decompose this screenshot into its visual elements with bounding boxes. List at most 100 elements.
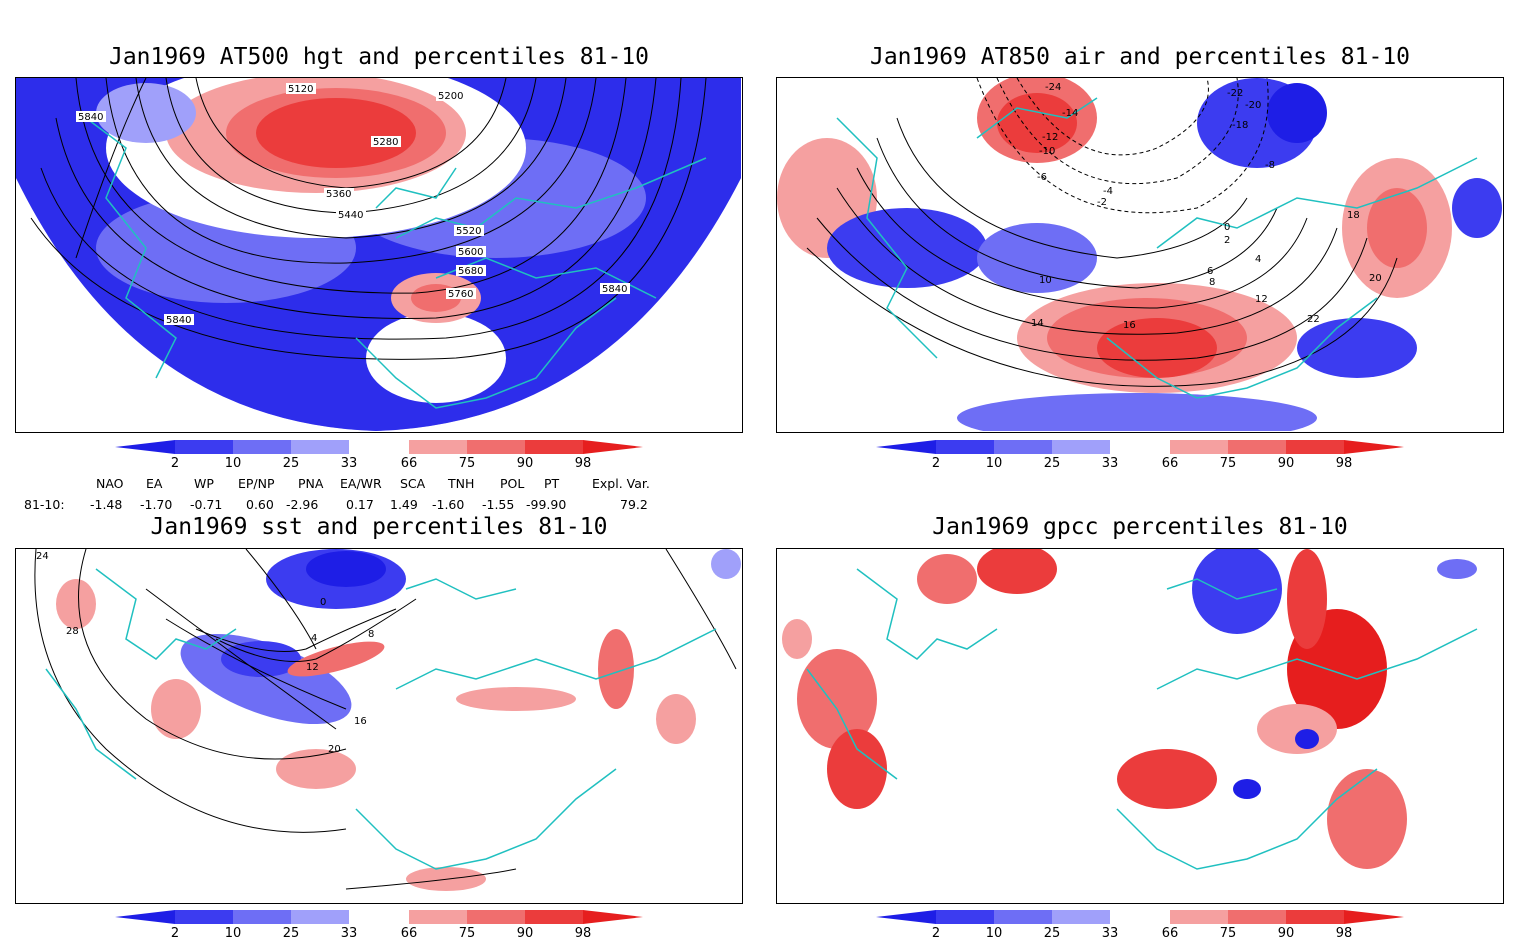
index-header-pol: POL bbox=[500, 476, 525, 491]
sst-label-4: 4 bbox=[311, 633, 317, 644]
contour-label-8: 8 bbox=[1209, 277, 1215, 288]
cbar-label-33: 33 bbox=[341, 456, 358, 470]
cbar-label-66: 66 bbox=[1162, 926, 1179, 940]
contour-label-5760: 5760 bbox=[448, 289, 473, 300]
colorbar-top-left: 2 10 25 33 66 75 90 98 bbox=[115, 440, 643, 470]
colorbar-bottom-right: 2 10 25 33 66 75 90 98 bbox=[876, 910, 1404, 940]
cbar-label-25: 25 bbox=[1044, 456, 1061, 470]
cbar-label-75: 75 bbox=[459, 926, 476, 940]
map-panel-air850: -24 -22 -20 -18 -14 -12 -10 -8 -6 -4 -2 … bbox=[776, 77, 1504, 433]
contour-label-5840-b: 5840 bbox=[602, 284, 627, 295]
index-value-eawr: 0.17 bbox=[346, 497, 374, 512]
contour-label-5120: 5120 bbox=[288, 84, 313, 95]
contour-label-20: 20 bbox=[1369, 273, 1382, 284]
contour-label-12: 12 bbox=[1255, 294, 1268, 305]
map-panel-hgt500: 5120 5200 5280 5360 5440 5520 5600 5680 … bbox=[15, 77, 743, 433]
sst-label-24a: 24 bbox=[36, 551, 49, 562]
cbar-label-2: 2 bbox=[932, 456, 940, 470]
contour-label-5440: 5440 bbox=[338, 210, 363, 221]
contour-label-m24: -24 bbox=[1045, 82, 1061, 93]
contour-label-14: 14 bbox=[1031, 318, 1044, 329]
contour-label-5360: 5360 bbox=[326, 189, 351, 200]
sst-label-12: 12 bbox=[306, 662, 319, 673]
colorbar-bottom-left: 2 10 25 33 66 75 90 98 bbox=[115, 910, 643, 940]
indices-header-row: NAO EA WP EP/NP PNA EA/WR SCA TNH POL PT… bbox=[0, 476, 700, 492]
sst-label-8: 8 bbox=[368, 629, 374, 640]
contour-label-5200: 5200 bbox=[438, 91, 463, 102]
contour-label-0: 0 bbox=[1224, 222, 1230, 233]
cbar-label-2: 2 bbox=[932, 926, 940, 940]
contour-label-5840-a: 5840 bbox=[78, 112, 103, 123]
cbar-label-75: 75 bbox=[1220, 456, 1237, 470]
cbar-label-90: 90 bbox=[517, 456, 534, 470]
panel-title-gpcc: Jan1969 gpcc percentiles 81-10 bbox=[932, 514, 1348, 540]
cbar-label-10: 10 bbox=[225, 926, 242, 940]
cbar-label-90: 90 bbox=[1278, 456, 1295, 470]
panel-title-sst: Jan1969 sst and percentiles 81-10 bbox=[150, 514, 608, 540]
index-value-sca: 1.49 bbox=[390, 497, 418, 512]
cbar-label-33: 33 bbox=[341, 926, 358, 940]
contour-label-18: 18 bbox=[1347, 210, 1360, 221]
index-value-explvar: 79.2 bbox=[620, 497, 648, 512]
contour-label-m10: -10 bbox=[1039, 146, 1055, 157]
cbar-label-90: 90 bbox=[517, 926, 534, 940]
contour-label-5680: 5680 bbox=[458, 266, 483, 277]
cbar-label-75: 75 bbox=[1220, 926, 1237, 940]
cbar-label-33: 33 bbox=[1102, 926, 1119, 940]
contour-label-m4: -4 bbox=[1103, 186, 1113, 197]
contour-label-2: 2 bbox=[1224, 235, 1230, 246]
contour-label-m12: -12 bbox=[1042, 132, 1058, 143]
index-value-ea: -1.70 bbox=[140, 497, 173, 512]
cbar-label-2: 2 bbox=[171, 926, 179, 940]
index-row-label: 81-10: bbox=[24, 497, 65, 512]
index-value-tnh: -1.60 bbox=[432, 497, 465, 512]
index-header-eawr: EA/WR bbox=[340, 476, 382, 491]
index-header-pna: PNA bbox=[298, 476, 324, 491]
index-header-tnh: TNH bbox=[448, 476, 475, 491]
cbar-label-25: 25 bbox=[1044, 926, 1061, 940]
panel-title-air: Jan1969 AT850 air and percentiles 81-10 bbox=[869, 44, 1411, 70]
index-value-epnp: 0.60 bbox=[246, 497, 274, 512]
contour-label-6: 6 bbox=[1207, 266, 1213, 277]
cbar-label-10: 10 bbox=[986, 926, 1003, 940]
map-panel-gpcc bbox=[776, 548, 1504, 904]
cbar-label-98: 98 bbox=[575, 456, 592, 470]
index-value-pt: -99.90 bbox=[526, 497, 567, 512]
index-header-explvar: Expl. Var. bbox=[592, 476, 650, 491]
sst-label-16: 16 bbox=[354, 716, 367, 727]
contour-label-m6: -6 bbox=[1037, 172, 1047, 183]
cbar-label-98: 98 bbox=[1336, 926, 1353, 940]
sst-label-0: 0 bbox=[320, 597, 326, 608]
panel-title-hgt: Jan1969 AT500 hgt and percentiles 81-10 bbox=[108, 44, 650, 70]
cbar-label-2: 2 bbox=[171, 456, 179, 470]
index-value-pna: -2.96 bbox=[286, 497, 319, 512]
cbar-label-25: 25 bbox=[283, 926, 300, 940]
cbar-label-90: 90 bbox=[1278, 926, 1295, 940]
sst-label-20: 20 bbox=[328, 744, 341, 755]
map-panel-sst: 24 0 4 8 12 16 20 28 bbox=[15, 548, 743, 904]
indices-values-row: 81-10: -1.48 -1.70 -0.71 0.60 -2.96 0.17… bbox=[0, 497, 700, 513]
cbar-label-33: 33 bbox=[1102, 456, 1119, 470]
contour-label-16: 16 bbox=[1123, 320, 1136, 331]
cbar-label-10: 10 bbox=[986, 456, 1003, 470]
cbar-label-10: 10 bbox=[225, 456, 242, 470]
index-header-nao: NAO bbox=[96, 476, 124, 491]
colorbar-top-right: 2 10 25 33 66 75 90 98 bbox=[876, 440, 1404, 470]
cbar-label-66: 66 bbox=[401, 456, 418, 470]
contour-label-10: 10 bbox=[1039, 275, 1052, 286]
index-value-wp: -0.71 bbox=[190, 497, 223, 512]
contour-label-22: 22 bbox=[1307, 314, 1320, 325]
contour-label-m14: -14 bbox=[1062, 108, 1078, 119]
contour-label-5280: 5280 bbox=[373, 137, 398, 148]
index-header-sca: SCA bbox=[400, 476, 426, 491]
contour-label-m2: -2 bbox=[1097, 197, 1107, 208]
contour-label-m8: -8 bbox=[1265, 160, 1275, 171]
cbar-label-98: 98 bbox=[575, 926, 592, 940]
cbar-label-25: 25 bbox=[283, 456, 300, 470]
contour-label-5840-c: 5840 bbox=[166, 315, 191, 326]
index-value-pol: -1.55 bbox=[482, 497, 515, 512]
cbar-label-66: 66 bbox=[1162, 456, 1179, 470]
index-header-pt: PT bbox=[544, 476, 560, 491]
cbar-label-75: 75 bbox=[459, 456, 476, 470]
index-header-ea: EA bbox=[146, 476, 163, 491]
